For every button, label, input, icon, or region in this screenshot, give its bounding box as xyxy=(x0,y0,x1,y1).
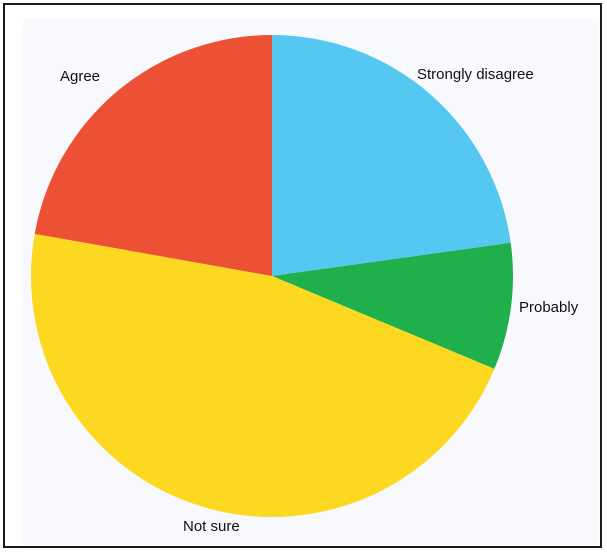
pie-slice-strongly-disagree xyxy=(272,35,511,276)
pie-slice-agree xyxy=(34,35,272,276)
pie-slice-probably xyxy=(272,242,513,369)
pie-slices xyxy=(30,35,513,518)
pie-label-probably: Probably xyxy=(519,299,579,316)
pie-slice-not-sure xyxy=(30,233,495,518)
pie-label-strongly-disagree: Strongly disagree xyxy=(417,66,534,83)
pie-label-agree: Agree xyxy=(60,68,100,85)
pie-label-not-sure: Not sure xyxy=(183,518,240,535)
pie-labels: Strongly disagree Probably Not sure Agree xyxy=(60,66,579,535)
